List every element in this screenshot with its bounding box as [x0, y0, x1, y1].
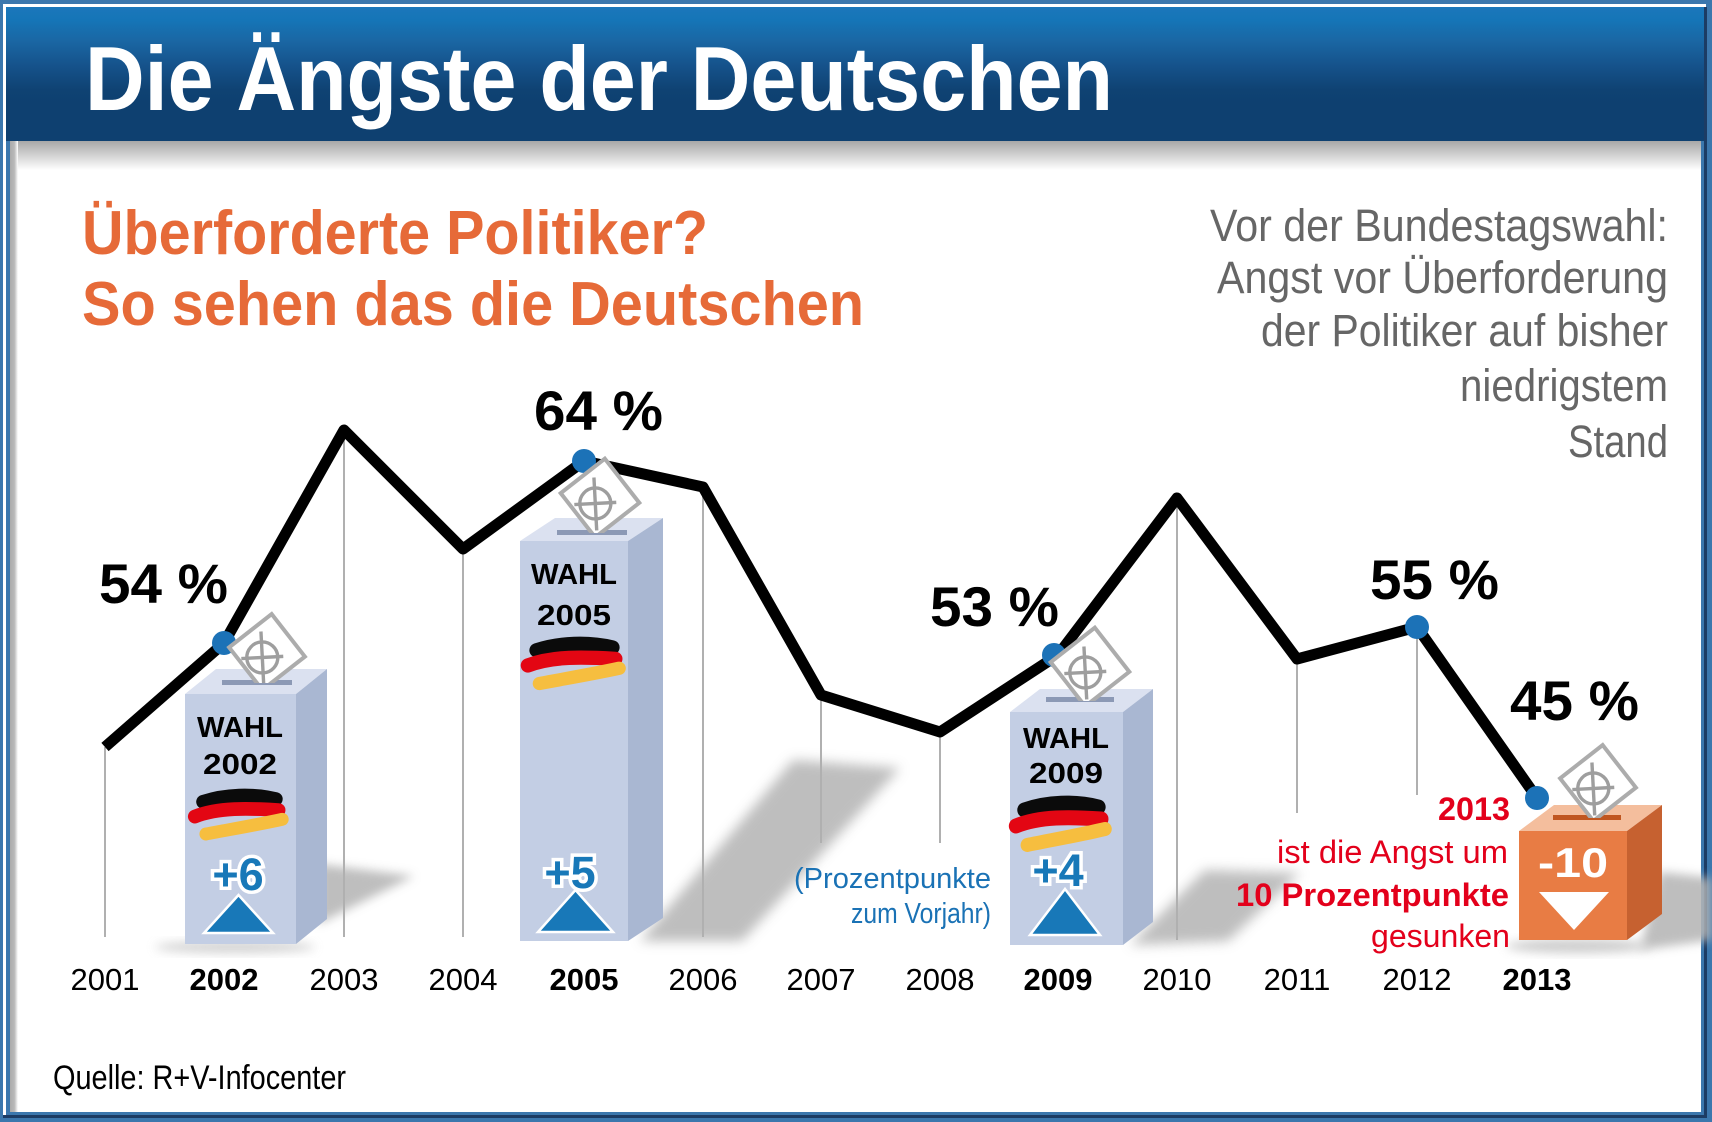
svg-text:54 %: 54 % [99, 552, 228, 615]
svg-text:Die Ängste der Deutschen: Die Ängste der Deutschen [85, 29, 1113, 130]
svg-text:2011: 2011 [1264, 962, 1331, 997]
svg-text:2009: 2009 [1024, 962, 1093, 997]
svg-text:ist die Angst um: ist die Angst um [1277, 834, 1508, 870]
svg-text:niedrigstem: niedrigstem [1460, 360, 1668, 411]
svg-text:2006: 2006 [669, 962, 738, 997]
svg-text:2001: 2001 [71, 962, 140, 997]
svg-text:+6: +6 [212, 849, 263, 900]
svg-text:zum Vorjahr): zum Vorjahr) [851, 898, 991, 930]
svg-text:2003: 2003 [310, 962, 379, 997]
svg-text:WAHL: WAHL [1023, 723, 1109, 755]
svg-text:gesunken: gesunken [1371, 918, 1510, 954]
svg-text:2005: 2005 [537, 600, 611, 632]
svg-text:Überforderte Politiker?: Überforderte Politiker? [82, 199, 708, 268]
svg-text:2013: 2013 [1503, 962, 1572, 997]
svg-text:Stand: Stand [1568, 416, 1668, 467]
svg-text:2012: 2012 [1383, 962, 1452, 997]
svg-text:Angst vor Überforderung: Angst vor Überforderung [1217, 252, 1668, 303]
svg-text:der Politiker auf bisher: der Politiker auf bisher [1261, 305, 1668, 356]
svg-text:WAHL: WAHL [531, 559, 617, 591]
svg-text:45 %: 45 % [1510, 669, 1639, 732]
svg-text:Vor der Bundestagswahl:: Vor der Bundestagswahl: [1210, 200, 1668, 251]
svg-text:So sehen das die Deutschen: So sehen das die Deutschen [82, 270, 864, 339]
svg-text:2009: 2009 [1029, 758, 1103, 790]
svg-text:53 %: 53 % [930, 575, 1059, 638]
svg-text:Quelle: R+V-Infocenter: Quelle: R+V-Infocenter [53, 1059, 346, 1097]
svg-text:2005: 2005 [550, 962, 619, 997]
svg-text:2010: 2010 [1143, 962, 1212, 997]
svg-text:2008: 2008 [906, 962, 975, 997]
svg-text:2002: 2002 [190, 962, 259, 997]
svg-text:2002: 2002 [203, 749, 277, 781]
svg-text:2007: 2007 [787, 962, 856, 997]
svg-text:(Prozentpunkte: (Prozentpunkte [794, 863, 991, 895]
svg-text:10 Prozentpunkte: 10 Prozentpunkte [1236, 877, 1509, 913]
svg-text:64 %: 64 % [534, 379, 663, 442]
svg-text:+4: +4 [1032, 845, 1083, 896]
svg-text:2013: 2013 [1438, 791, 1510, 827]
svg-text:WAHL: WAHL [197, 712, 283, 744]
svg-text:2004: 2004 [429, 962, 498, 997]
svg-text:-10: -10 [1538, 839, 1608, 886]
svg-text:55 %: 55 % [1370, 548, 1499, 611]
svg-text:+5: +5 [544, 847, 595, 898]
